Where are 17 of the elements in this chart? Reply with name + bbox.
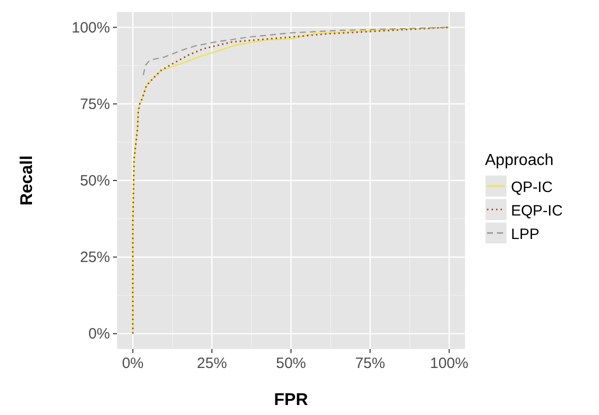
line-series (132, 26, 450, 334)
y-tick-label: 25% (80, 249, 110, 266)
x-tick-label: 75% (355, 355, 386, 372)
y-tick-label: 100% (72, 19, 110, 36)
y-tick-label: 75% (80, 96, 110, 113)
legend-title: Approach (485, 152, 554, 169)
x-tick-label: 100% (430, 355, 468, 372)
y-tick-label: 50% (80, 172, 110, 190)
x-tick-label: 0% (122, 355, 144, 372)
y-tick-label: 0% (88, 326, 110, 343)
legend-label: EQP-IC (511, 202, 563, 220)
x-axis-title: FPR (274, 390, 308, 409)
x-tick-label: 25% (196, 355, 227, 372)
legend-label: LPP (511, 226, 540, 243)
y-axis-title: Recall (17, 155, 36, 206)
x-tick-label: 50% (276, 355, 306, 372)
legend-label: QP-IC (511, 179, 553, 196)
